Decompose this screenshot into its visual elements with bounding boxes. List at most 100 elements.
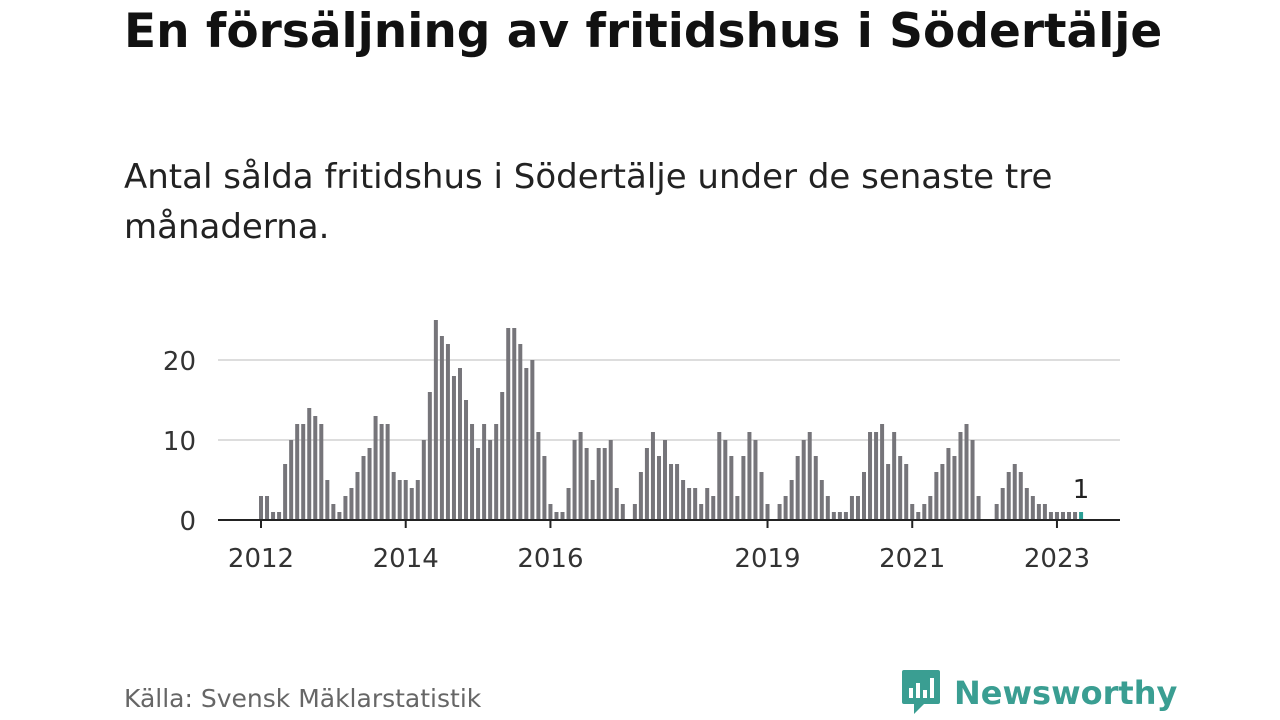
bar — [1036, 504, 1041, 520]
bar — [608, 440, 613, 520]
bar — [855, 496, 860, 520]
bar — [644, 448, 649, 520]
bar — [283, 464, 288, 520]
bar — [717, 432, 722, 520]
axes — [218, 519, 1120, 528]
bar — [795, 456, 800, 520]
bar — [1012, 464, 1017, 520]
bar — [482, 424, 487, 520]
bar — [669, 464, 674, 520]
bar — [964, 424, 969, 520]
newsworthy-logo[interactable]: Newsworthy — [900, 668, 1177, 718]
bar — [373, 416, 378, 520]
bar — [343, 496, 348, 520]
bar — [319, 424, 324, 520]
bar — [464, 400, 469, 520]
bar — [488, 440, 493, 520]
bar — [976, 496, 981, 520]
bar — [970, 440, 975, 520]
bar — [916, 512, 921, 520]
x-tick-label: 2023 — [1024, 544, 1090, 574]
bar — [1060, 512, 1065, 520]
bar — [910, 504, 915, 520]
bar — [590, 480, 595, 520]
x-tick-label: 2014 — [373, 544, 439, 574]
bar — [451, 376, 456, 520]
bar — [391, 472, 396, 520]
bar — [711, 496, 716, 520]
bar — [566, 488, 571, 520]
x-tick-label: 2016 — [517, 544, 583, 574]
bar — [898, 456, 903, 520]
x-tick-label: 2021 — [879, 544, 945, 574]
bar — [494, 424, 499, 520]
bar — [367, 448, 372, 520]
highlight-bar — [1079, 512, 1084, 520]
bar — [313, 416, 318, 520]
bar — [457, 368, 462, 520]
bar — [650, 432, 655, 520]
chart-title: En försäljning av fritidshus i Södertälj… — [124, 4, 1163, 59]
bar — [271, 512, 276, 520]
bar — [946, 448, 951, 520]
chart-subtitle: Antal sålda fritidshus i Södertälje unde… — [124, 157, 1053, 247]
bar — [325, 480, 330, 520]
bar — [813, 456, 818, 520]
bar — [1054, 512, 1059, 520]
grid-lines — [218, 359, 1120, 441]
bar — [849, 496, 854, 520]
bar — [699, 504, 704, 520]
bar — [741, 456, 746, 520]
bar — [735, 496, 740, 520]
bar — [753, 440, 758, 520]
bar — [807, 432, 812, 520]
bar — [433, 320, 438, 520]
x-tick-label: 2012 — [228, 544, 294, 574]
bar — [470, 424, 475, 520]
bar — [1018, 472, 1023, 520]
bar — [355, 472, 360, 520]
bar — [777, 504, 782, 520]
highlight-value-label: 1 — [1073, 475, 1090, 505]
newsworthy-logo-icon — [902, 670, 940, 714]
bar — [289, 440, 294, 520]
bar — [693, 488, 698, 520]
bar — [801, 440, 806, 520]
bar — [554, 512, 559, 520]
bar — [415, 480, 420, 520]
bar — [656, 456, 661, 520]
bar — [427, 392, 432, 520]
bar — [385, 424, 390, 520]
bar — [1067, 512, 1072, 520]
bar — [1042, 504, 1047, 520]
bar — [819, 480, 824, 520]
bar — [331, 504, 336, 520]
bar — [349, 488, 354, 520]
x-tick-label: 2019 — [734, 544, 800, 574]
y-tick-label: 20 — [163, 347, 196, 377]
bar — [295, 424, 300, 520]
bar — [307, 408, 312, 520]
bar — [602, 448, 607, 520]
bar — [524, 368, 529, 520]
y-tick-label: 0 — [179, 507, 196, 537]
bar — [512, 328, 517, 520]
bar — [584, 448, 589, 520]
bar — [518, 344, 523, 520]
bar — [862, 472, 866, 520]
bars — [259, 320, 1084, 520]
bar — [596, 448, 601, 520]
bar — [681, 480, 686, 520]
bar — [940, 464, 945, 520]
bar — [632, 504, 637, 520]
bar — [439, 336, 444, 520]
bar — [1000, 488, 1005, 520]
bar — [578, 432, 583, 520]
bar — [705, 488, 710, 520]
bar — [620, 504, 625, 520]
bar — [409, 488, 414, 520]
bar — [265, 496, 270, 520]
bar — [379, 424, 384, 520]
bar — [259, 496, 263, 520]
bar — [337, 512, 342, 520]
